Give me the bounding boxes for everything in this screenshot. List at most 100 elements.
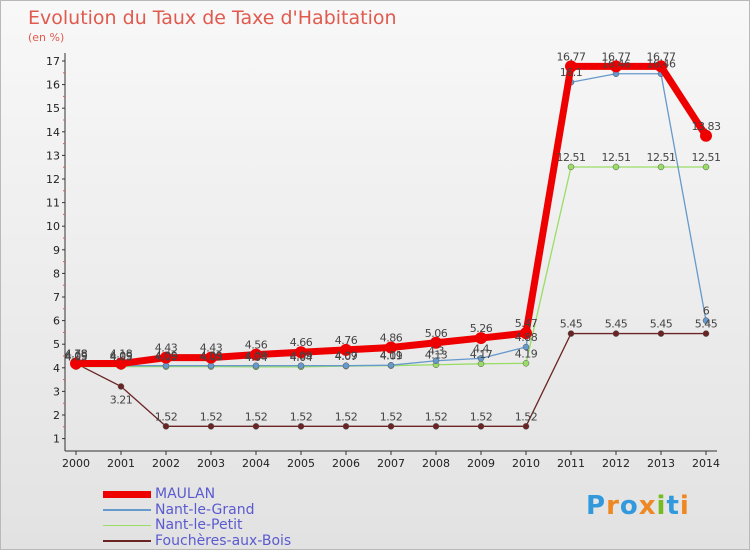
data-point	[430, 336, 442, 349]
legend-label: Fouchères-aux-Bois	[155, 532, 292, 549]
data-label: 5.45	[560, 318, 583, 331]
data-point	[657, 163, 665, 171]
data-point	[205, 351, 217, 364]
data-label: 4.04	[290, 351, 313, 364]
data-label: 4.05	[155, 351, 178, 364]
legend-label: Nant-le-Grand	[155, 501, 255, 518]
y-tick-label: 9	[53, 244, 60, 257]
data-label: 1.52	[380, 410, 403, 423]
data-point	[252, 362, 260, 369]
data-point	[610, 60, 622, 73]
y-tick-label: 2	[53, 409, 60, 422]
data-label: 6	[703, 305, 710, 318]
x-tick-label: 2001	[107, 457, 135, 470]
data-label: 4.09	[335, 350, 358, 363]
data-point	[432, 423, 440, 430]
data-label: 4.86	[380, 332, 403, 345]
x-tick-label: 2013	[647, 457, 675, 470]
data-label: 16.1	[560, 66, 583, 79]
legend-swatch	[103, 524, 151, 527]
data-label: 13.83	[692, 120, 721, 133]
data-point	[340, 343, 352, 356]
logo-letter: x	[638, 491, 657, 521]
data-point	[385, 341, 397, 354]
data-label: 4.07	[335, 350, 358, 363]
data-point	[702, 330, 710, 337]
y-tick-label: 3	[53, 385, 60, 398]
data-label: 4.09	[155, 350, 178, 363]
y-tick-label: 17	[46, 55, 60, 68]
data-label: 5.26	[470, 322, 493, 335]
data-label: 4.66	[290, 336, 313, 349]
data-point	[115, 357, 127, 370]
x-tick-label: 2007	[377, 457, 405, 470]
y-tick-label: 16	[46, 79, 60, 92]
data-label: 16.77	[647, 50, 676, 63]
data-label: 4.4	[473, 342, 489, 355]
data-label: 3.21	[110, 393, 133, 406]
data-point	[702, 163, 710, 171]
y-tick-label: 11	[46, 197, 60, 210]
data-point	[522, 423, 530, 430]
data-point	[162, 423, 170, 430]
data-point	[432, 357, 440, 364]
chart-title: Evolution du Taux de Taxe d'Habitation	[28, 7, 397, 29]
data-point	[612, 163, 620, 171]
data-label: 1.52	[200, 410, 223, 423]
data-label: 4.18	[110, 348, 133, 361]
data-label: 4.11	[380, 349, 403, 362]
data-label: 4.76	[335, 334, 358, 347]
x-tick-label: 2002	[152, 457, 180, 470]
data-label: 4.88	[515, 331, 538, 344]
data-point	[520, 327, 532, 340]
logo-letter: i	[679, 491, 690, 521]
x-tick-label: 2004	[242, 457, 270, 470]
data-label: 1.52	[245, 410, 268, 423]
data-point	[387, 361, 395, 369]
data-label: 16.46	[602, 58, 631, 71]
data-point	[522, 360, 530, 367]
data-point	[657, 330, 665, 337]
data-label: 12.51	[647, 151, 676, 164]
x-tick-label: 2012	[602, 457, 630, 470]
y-tick-label: 14	[46, 126, 60, 139]
data-label: 4.09	[65, 350, 88, 363]
data-label: 5.06	[425, 327, 448, 340]
data-label: 16.77	[557, 50, 586, 63]
x-tick-label: 2011	[557, 457, 585, 470]
y-tick-label: 12	[46, 173, 60, 186]
data-point	[70, 357, 82, 370]
x-tick-label: 2006	[332, 457, 360, 470]
data-point	[522, 343, 530, 351]
data-point	[565, 60, 577, 73]
data-point	[477, 423, 485, 430]
data-label: 12.51	[557, 151, 586, 164]
data-label: 1.52	[155, 410, 178, 423]
logo-letter: r	[606, 491, 620, 521]
data-point	[252, 423, 260, 430]
data-point	[612, 330, 620, 337]
data-point	[655, 60, 667, 73]
data-point	[477, 355, 485, 362]
y-tick-label: 6	[53, 315, 60, 328]
data-label: 4.05	[200, 351, 223, 364]
data-label: 4.09	[110, 350, 133, 363]
legend-swatch	[103, 540, 151, 542]
data-label: 1.52	[290, 410, 313, 423]
data-label: 1.52	[335, 410, 358, 423]
chart-subtitle: (en %)	[28, 31, 65, 44]
logo-letter: t	[666, 491, 680, 521]
y-tick-label: 4	[53, 362, 60, 375]
data-label: 4.09	[290, 350, 313, 363]
data-label: 4.19	[515, 347, 538, 360]
data-point	[160, 351, 172, 364]
logo-letter: o	[619, 491, 639, 521]
data-label: 1.52	[470, 410, 493, 423]
data-label: 5.47	[515, 317, 538, 330]
data-point	[295, 346, 307, 359]
y-tick-label: 10	[46, 220, 60, 233]
data-point	[477, 360, 485, 368]
data-point	[567, 330, 575, 337]
logo-letter: P	[586, 491, 607, 521]
